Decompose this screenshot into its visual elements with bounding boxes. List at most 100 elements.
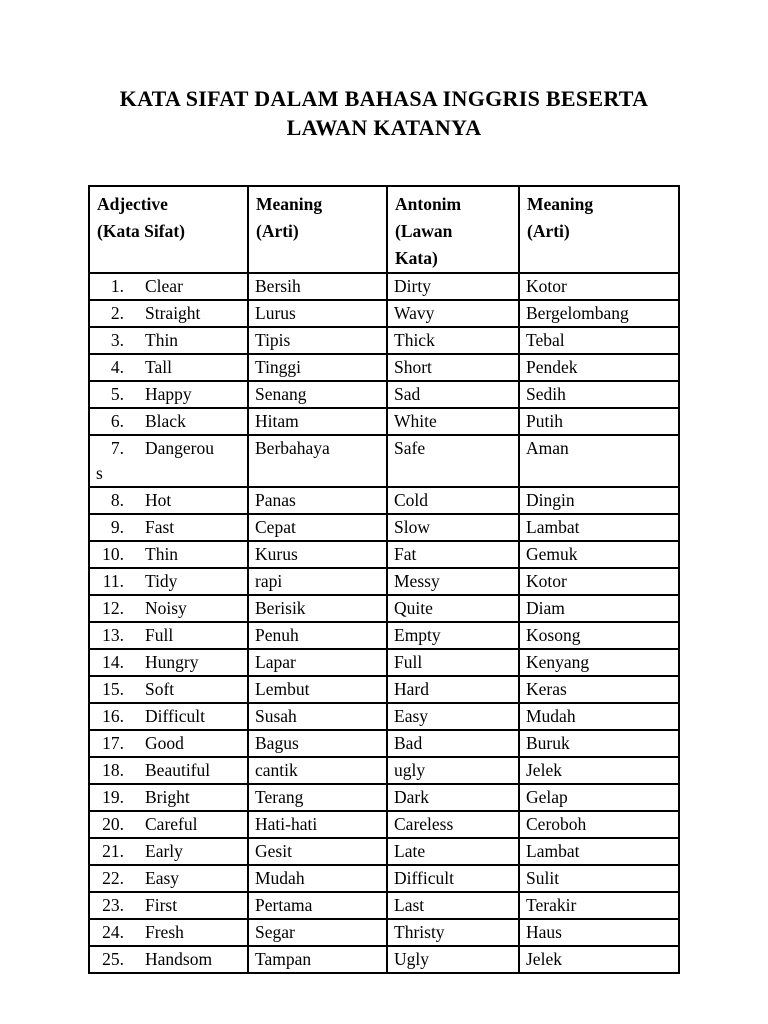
meaning-text: Susah (255, 706, 297, 726)
adjective-text: Early (145, 841, 183, 861)
antonym-text: Thristy (394, 922, 445, 942)
cell-antonym-meaning: Mudah (518, 702, 680, 731)
table-row: 25. Handsom Tampan Ugly Jelek (88, 945, 680, 974)
cell-antonym-meaning: Dingin (518, 486, 680, 515)
cell-antonym: Dirty (386, 272, 520, 301)
cell-meaning: Tipis (247, 326, 388, 355)
antonym-text: Dark (394, 787, 429, 807)
cell-antonym: Bad (386, 729, 520, 758)
meaning-text: Segar (255, 922, 295, 942)
cell-adjective: 6. Black (88, 407, 249, 436)
antonym-meaning-text: Mudah (526, 706, 576, 726)
meaning-text: cantik (255, 760, 298, 780)
cell-meaning: Hati-hati (247, 810, 388, 839)
cell-adjective: 9. Fast (88, 513, 249, 542)
table-row: 22. Easy Mudah Difficult Sulit (88, 864, 680, 893)
row-number: 21. (102, 841, 124, 861)
cell-antonym: Thick (386, 326, 520, 355)
adjective-text: Dangerou s (96, 438, 215, 483)
cell-antonym: Dark (386, 783, 520, 812)
antonym-text: Thick (394, 330, 435, 350)
row-number: 1. (110, 276, 124, 296)
cell-meaning: Tinggi (247, 353, 388, 382)
header-adjective: Adjective (Kata Sifat) (88, 185, 249, 274)
antonym-text: Empty (394, 625, 441, 645)
cell-meaning: Segar (247, 918, 388, 947)
adjective-text: Fresh (145, 922, 184, 942)
antonym-meaning-text: Bergelombang (526, 303, 629, 323)
cell-adjective: 21. Early (88, 837, 249, 866)
cell-adjective: 1. Clear (88, 272, 249, 301)
table-row: 21. Early Gesit Late Lambat (88, 837, 680, 866)
cell-antonym: Ugly (386, 945, 520, 974)
row-number: 4. (110, 357, 124, 377)
antonym-text: Difficult (394, 868, 454, 888)
antonym-meaning-text: Ceroboh (526, 814, 587, 834)
antonym-meaning-text: Haus (526, 922, 562, 942)
cell-meaning: Panas (247, 486, 388, 515)
meaning-text: Hati-hati (255, 814, 318, 834)
adjectives-table-header: Adjective (Kata Sifat) Meaning (Arti) An… (88, 185, 680, 274)
meaning-text: Tinggi (255, 357, 302, 377)
meaning-text: Kurus (255, 544, 298, 564)
cell-meaning: Hitam (247, 407, 388, 436)
table-row: 17. Good Bagus Bad Buruk (88, 729, 680, 758)
cell-antonym-meaning: Kotor (518, 567, 680, 596)
cell-antonym: Careless (386, 810, 520, 839)
cell-antonym-meaning: Pendek (518, 353, 680, 382)
adjective-text: Thin (145, 544, 179, 564)
header-antonim-meaning: Meaning (Arti) (518, 185, 680, 274)
antonym-meaning-text: Tebal (526, 330, 565, 350)
row-number: 19. (102, 787, 124, 807)
adjective-text: Clear (145, 276, 183, 296)
cell-adjective: 10. Thin (88, 540, 249, 569)
cell-antonym: White (386, 407, 520, 436)
cell-antonym-meaning: Gelap (518, 783, 680, 812)
antonym-text: Slow (394, 517, 430, 537)
antonym-meaning-text: Jelek (526, 949, 562, 969)
antonym-text: Dirty (394, 276, 431, 296)
antonym-text: Wavy (394, 303, 435, 323)
cell-meaning: Lembut (247, 675, 388, 704)
cell-adjective: 25. Handsom (88, 945, 249, 974)
cell-antonym: Quite (386, 594, 520, 623)
cell-antonym-meaning: Sulit (518, 864, 680, 893)
antonym-meaning-text: Kotor (526, 571, 567, 591)
antonym-meaning-text: Putih (526, 411, 563, 431)
antonym-text: Quite (394, 598, 433, 618)
table-row: 14. Hungry Lapar Full Kenyang (88, 648, 680, 677)
antonym-meaning-text: Lambat (526, 841, 580, 861)
row-number: 7. (110, 438, 124, 458)
antonym-meaning-text: Gemuk (526, 544, 578, 564)
cell-meaning: Berisik (247, 594, 388, 623)
adjective-text: Straight (145, 303, 201, 323)
antonym-meaning-text: Kenyang (526, 652, 590, 672)
antonym-text: Easy (394, 706, 429, 726)
row-number: 22. (102, 868, 124, 888)
cell-antonym: Cold (386, 486, 520, 515)
meaning-text: Tipis (255, 330, 291, 350)
meaning-text: rapi (255, 571, 283, 591)
antonym-meaning-text: Pendek (526, 357, 578, 377)
antonym-text: Hard (394, 679, 429, 699)
meaning-text: Cepat (255, 517, 296, 537)
table-row: 9. Fast Cepat Slow Lambat (88, 513, 680, 542)
cell-meaning: Kurus (247, 540, 388, 569)
row-number: 20. (102, 814, 124, 834)
cell-adjective: 20. Careful (88, 810, 249, 839)
adjectives-table: Adjective (Kata Sifat) Meaning (Arti) An… (88, 185, 680, 974)
meaning-text: Terang (255, 787, 304, 807)
cell-antonym-meaning: Keras (518, 675, 680, 704)
meaning-text: Tampan (255, 949, 312, 969)
table-row: 11. Tidy rapi Messy Kotor (88, 567, 680, 596)
cell-antonym-meaning: Bergelombang (518, 299, 680, 328)
table-row: 18. Beautiful cantik ugly Jelek (88, 756, 680, 785)
antonym-text: Late (394, 841, 426, 861)
cell-meaning: Gesit (247, 837, 388, 866)
antonym-text: Fat (394, 544, 417, 564)
table-row: 20. Careful Hati-hati Careless Ceroboh (88, 810, 680, 839)
adjective-text: Happy (145, 384, 192, 404)
meaning-text: Panas (255, 490, 296, 510)
cell-antonym-meaning: Putih (518, 407, 680, 436)
